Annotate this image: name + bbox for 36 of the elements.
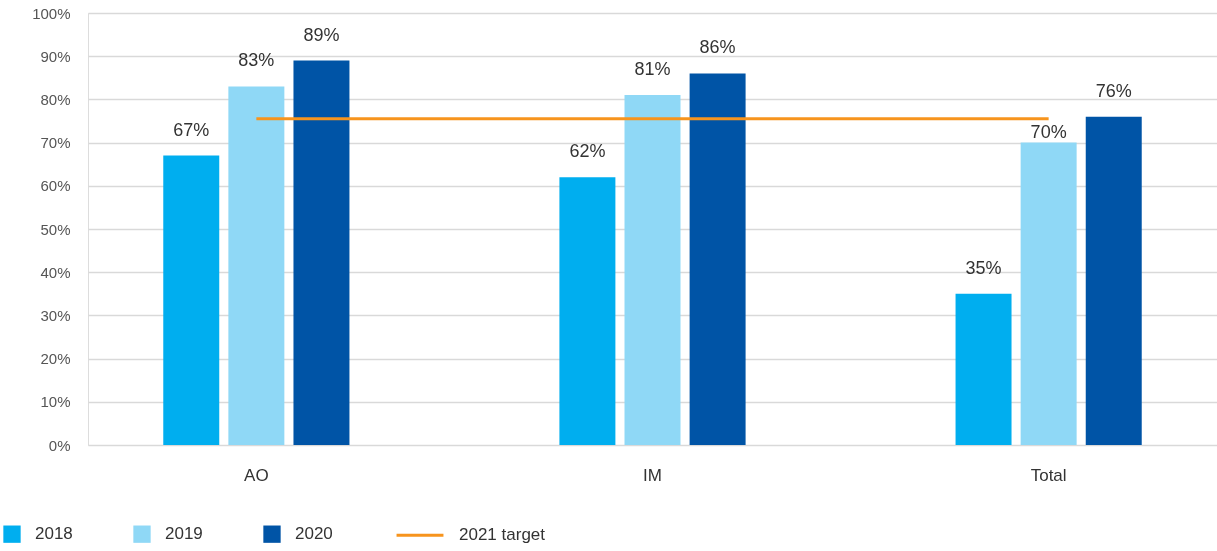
- y-tick-label: 30%: [40, 306, 71, 324]
- legend-label: 2019: [165, 524, 203, 544]
- bar: [955, 293, 1012, 445]
- bar: [163, 155, 220, 445]
- bar: [624, 95, 681, 445]
- bar: [228, 86, 285, 445]
- y-tick-label: 70%: [40, 134, 71, 152]
- data-label: 62%: [569, 141, 606, 162]
- legend-label: 2020: [295, 524, 333, 544]
- x-tick-label: Total: [1030, 465, 1067, 485]
- x-tick-label: IM: [643, 465, 662, 485]
- data-label: 86%: [699, 37, 736, 58]
- y-tick-label: 20%: [40, 350, 71, 368]
- x-tick-label: AO: [244, 465, 269, 485]
- y-tick-label: 10%: [40, 393, 71, 411]
- y-tick-label: 50%: [40, 220, 71, 238]
- y-tick-label: 90%: [40, 47, 71, 65]
- legend-label: 2018: [35, 524, 73, 544]
- data-label: 83%: [238, 50, 275, 71]
- y-tick-label: 40%: [40, 263, 71, 281]
- bar: [1020, 142, 1077, 445]
- y-tick-label: 60%: [40, 177, 71, 195]
- data-label: 76%: [1095, 80, 1132, 101]
- data-label: 67%: [173, 119, 210, 140]
- y-tick-label: 0%: [48, 436, 71, 454]
- bar: [293, 60, 350, 445]
- bar: [1085, 116, 1142, 445]
- y-tick-label: 80%: [40, 90, 71, 108]
- bar: [689, 73, 746, 445]
- data-label: 81%: [634, 59, 671, 80]
- data-label: 70%: [1030, 121, 1067, 142]
- data-label: 35%: [965, 257, 1002, 278]
- data-label: 89%: [303, 24, 340, 45]
- bar: [559, 177, 616, 445]
- y-tick-label: 100%: [32, 4, 71, 22]
- legend-label: 2021 target: [459, 525, 546, 545]
